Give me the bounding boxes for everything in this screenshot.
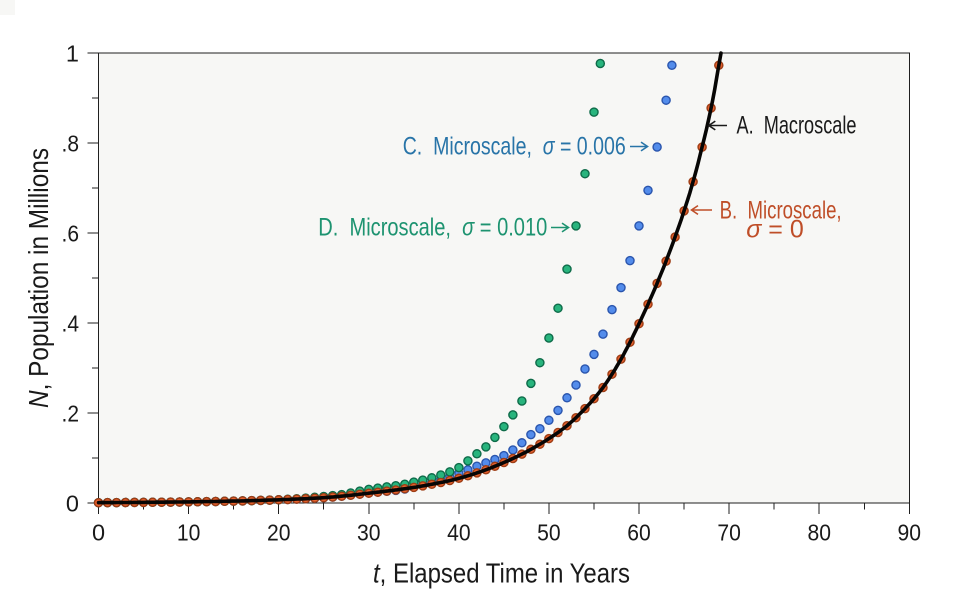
svg-text:50: 50	[537, 519, 561, 545]
svg-text:.2: .2	[62, 400, 80, 426]
svg-text:1: 1	[66, 40, 79, 66]
svg-text:B. Microscale,: B. Microscale,	[720, 196, 842, 224]
svg-text:80: 80	[807, 519, 831, 545]
svg-text:D. Microscale, σ = 0.010: D. Microscale, σ = 0.010	[318, 214, 547, 242]
svg-text:.4: .4	[62, 310, 80, 336]
svg-text:70: 70	[717, 519, 741, 545]
svg-text:0: 0	[66, 490, 79, 516]
svg-text:90: 90	[898, 519, 922, 545]
svg-text:.6: .6	[62, 220, 80, 246]
svg-text:60: 60	[627, 519, 651, 545]
svg-text:N, Population in Millions: N, Population in Millions	[23, 148, 54, 408]
svg-text:20: 20	[267, 519, 291, 545]
svg-text:0: 0	[92, 519, 105, 545]
svg-text:σ = 0: σ = 0	[746, 215, 803, 243]
svg-text:40: 40	[447, 519, 471, 545]
svg-text:C. Microscale, σ = 0.006: C. Microscale, σ = 0.006	[403, 132, 626, 160]
svg-text:t, Elapsed Time in Years: t, Elapsed Time in Years	[373, 558, 630, 589]
svg-text:A. Macroscale: A. Macroscale	[737, 112, 857, 140]
svg-text:10: 10	[177, 519, 201, 545]
svg-text:30: 30	[357, 519, 381, 545]
svg-text:.8: .8	[62, 130, 80, 156]
